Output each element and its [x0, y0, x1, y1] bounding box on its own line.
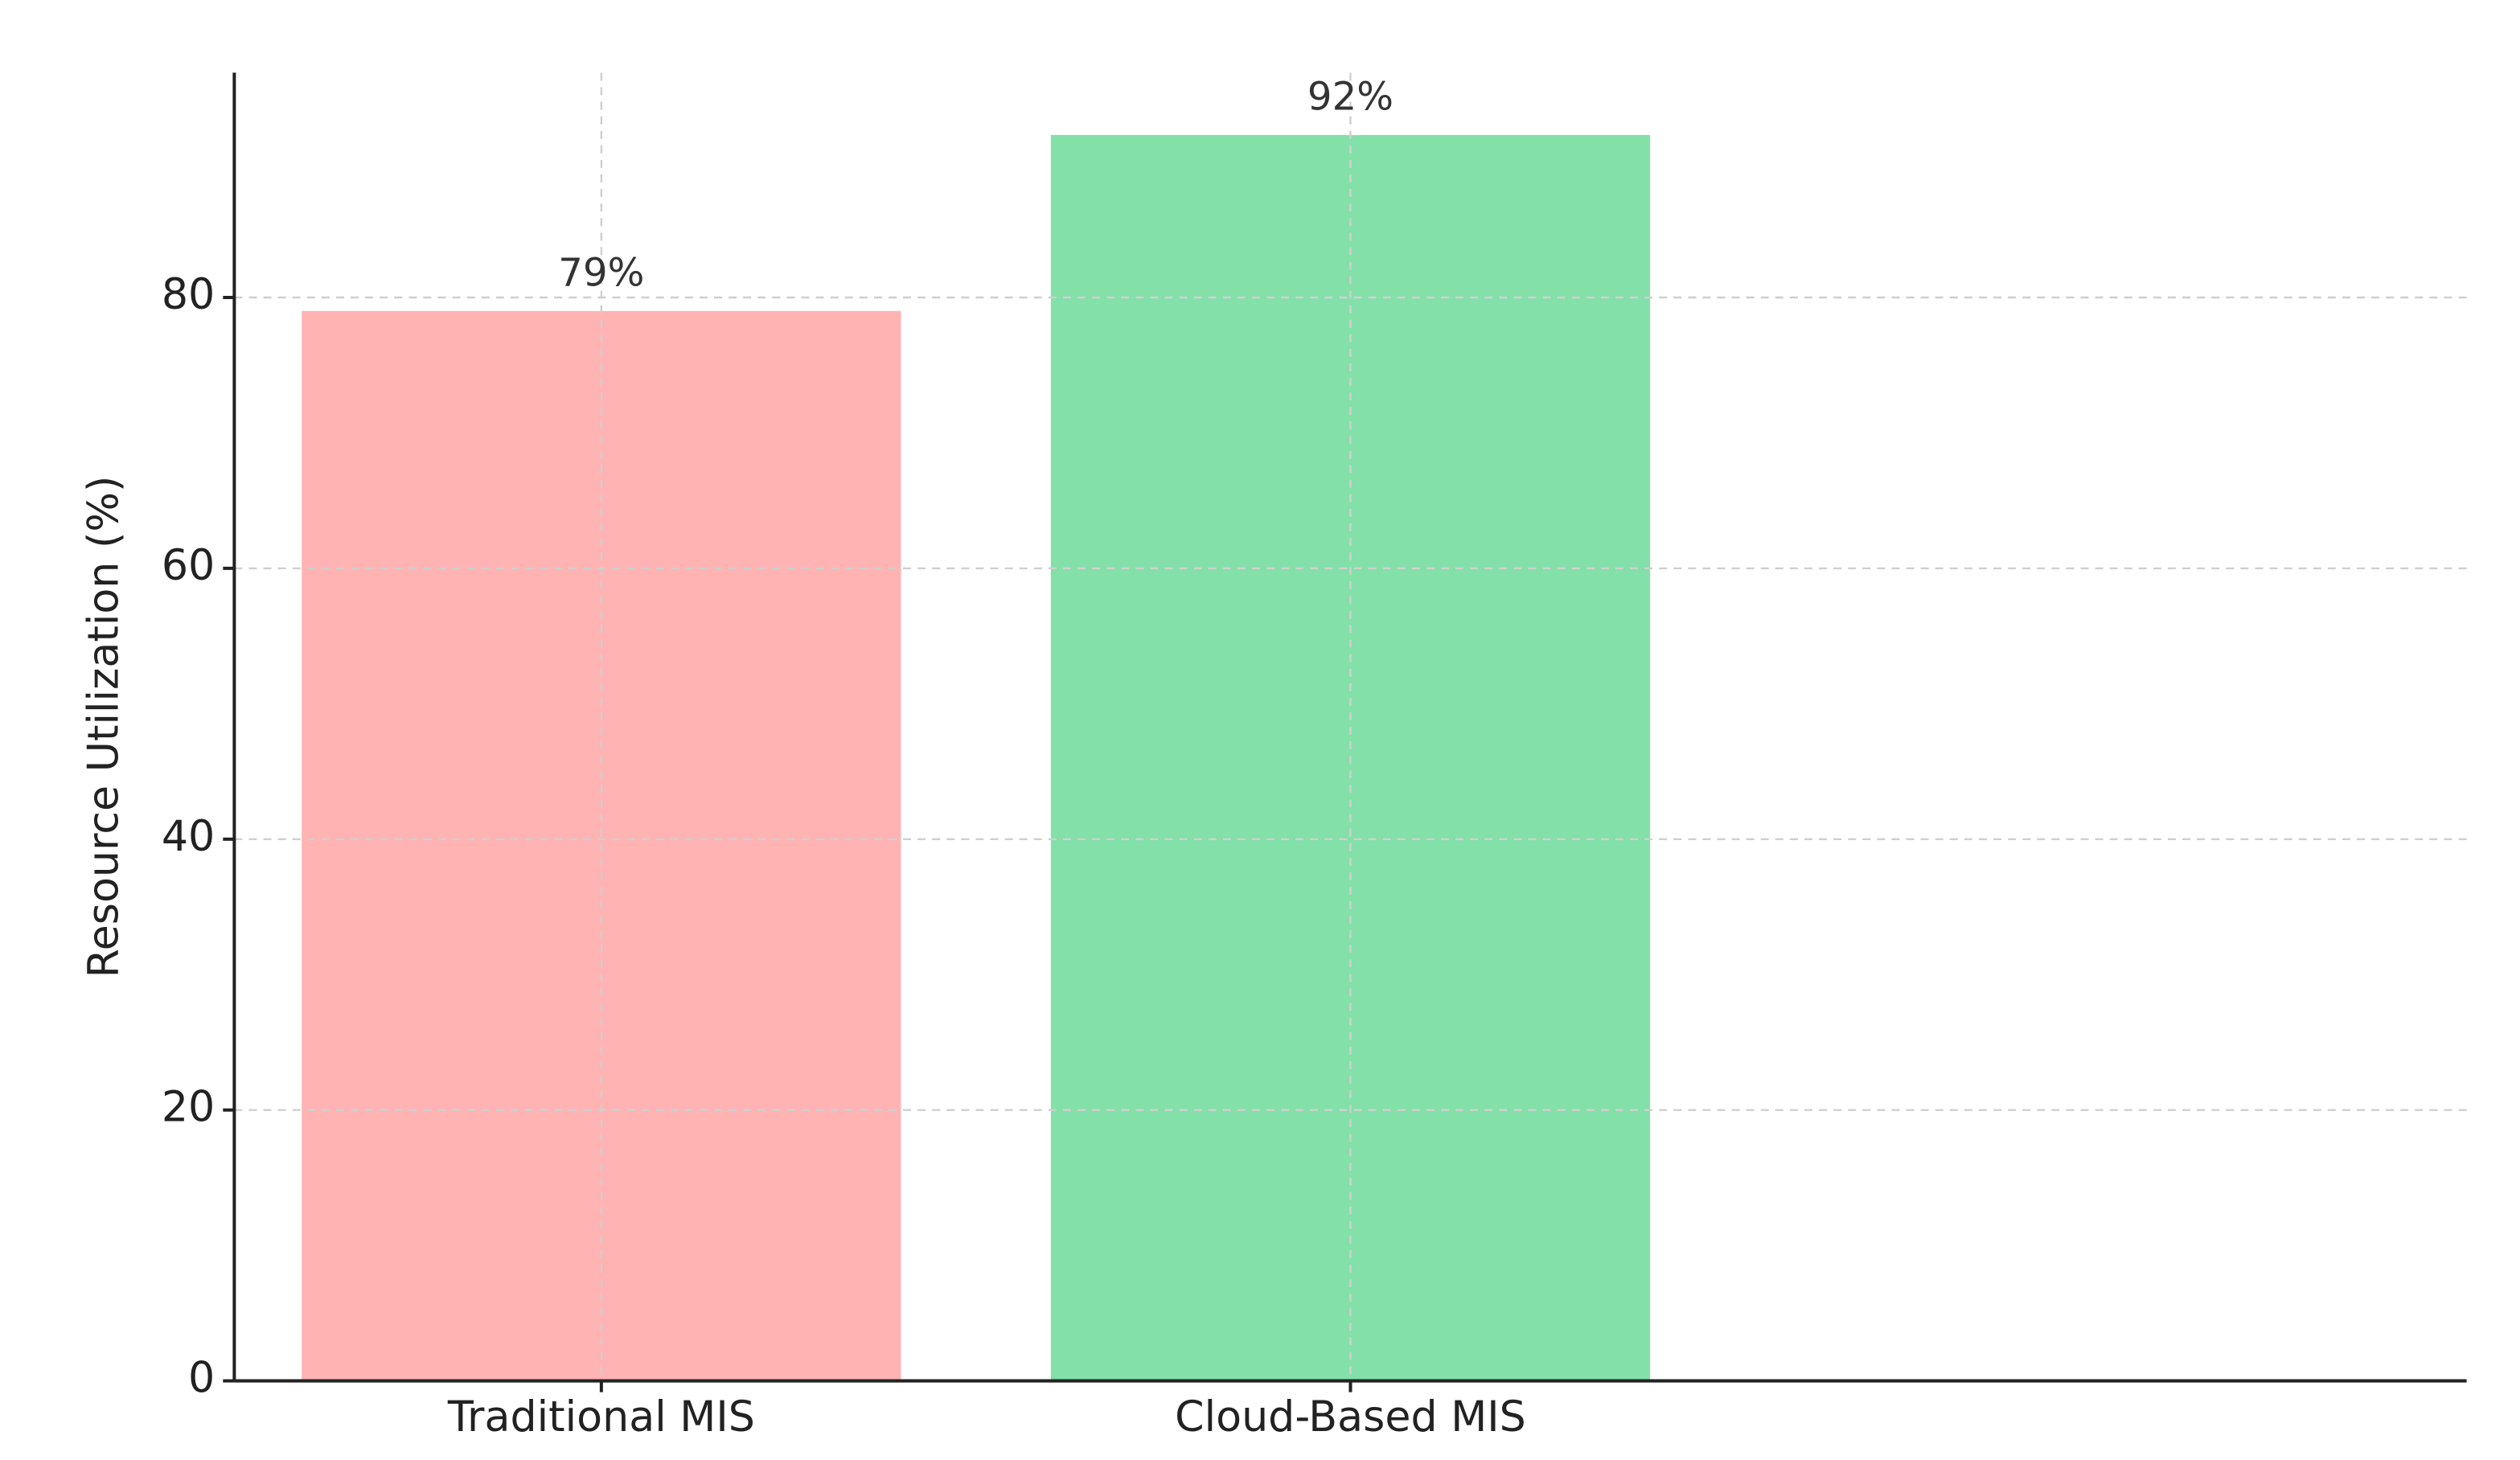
- y-axis-label: Resource Utilization (%): [80, 476, 129, 978]
- y-tick-label: 40: [162, 813, 215, 861]
- y-tick-label: 0: [188, 1355, 215, 1403]
- value-label: 92%: [1307, 75, 1393, 120]
- value-label: 79%: [558, 251, 644, 296]
- y-tick-label: 60: [162, 542, 215, 590]
- x-tick-label: Traditional MIS: [447, 1393, 755, 1442]
- y-tick-label: 80: [162, 271, 215, 319]
- x-tick-label: Cloud-Based MIS: [1175, 1393, 1526, 1442]
- y-tick-label: 20: [162, 1084, 215, 1132]
